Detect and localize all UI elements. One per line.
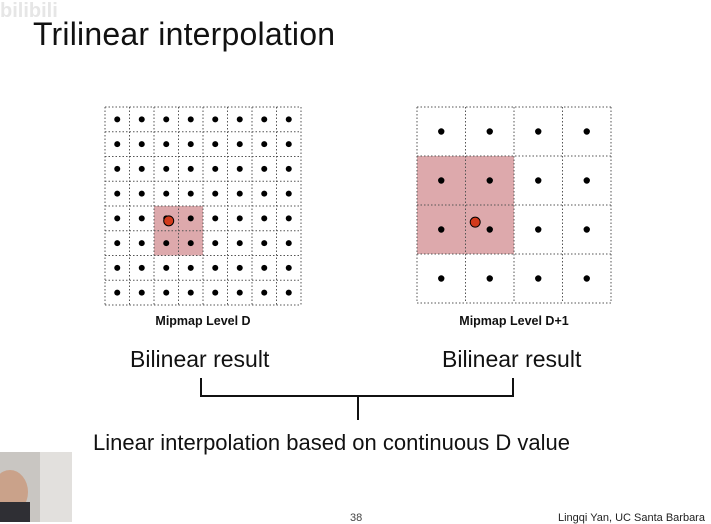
texel-center-dot: [187, 141, 194, 148]
texel-center-dot: [438, 128, 445, 135]
texel-center-dot: [285, 165, 292, 172]
texel-center-dot: [236, 289, 243, 296]
texel-center-dot: [187, 215, 194, 222]
texel-center-dot: [138, 264, 145, 271]
texel-center-dot: [114, 165, 121, 172]
mipmap-level-d1-grid: [416, 106, 612, 304]
texel-center-dot: [138, 289, 145, 296]
texel-center-dot: [236, 264, 243, 271]
texel-center-dot: [486, 128, 493, 135]
texel-center-dot: [114, 240, 121, 247]
slide-title: Trilinear interpolation: [33, 16, 336, 52]
texel-center-dot: [187, 240, 194, 247]
texel-center-dot: [114, 264, 121, 271]
bilinear-result-left: Bilinear result: [130, 346, 270, 372]
texel-center-dot: [163, 240, 170, 247]
texel-center-dot: [212, 240, 219, 247]
texel-center-dot: [114, 215, 121, 222]
texel-center-dot: [583, 128, 590, 135]
texel-center-dot: [438, 177, 445, 184]
texel-center-dot: [583, 275, 590, 282]
texel-center-dot: [535, 226, 542, 233]
texel-center-dot: [285, 215, 292, 222]
texel-center-dot: [138, 240, 145, 247]
texel-center-dot: [212, 116, 219, 123]
linear-interpolation-text: Linear interpolation based on continuous…: [93, 430, 570, 455]
texel-center-dot: [212, 190, 219, 197]
texel-center-dot: [212, 141, 219, 148]
texel-center-dot: [114, 116, 121, 123]
texel-center-dot: [163, 165, 170, 172]
texel-center-dot: [285, 264, 292, 271]
texel-center-dot: [163, 289, 170, 296]
texel-center-dot: [236, 190, 243, 197]
texel-center-dot: [261, 264, 268, 271]
texel-center-dot: [163, 141, 170, 148]
texel-center-dot: [212, 215, 219, 222]
texel-center-dot: [212, 264, 219, 271]
texel-center-dot: [535, 177, 542, 184]
texel-center-dot: [236, 165, 243, 172]
texel-center-dot: [438, 275, 445, 282]
texel-center-dot: [285, 240, 292, 247]
watermark: bilibili: [0, 0, 58, 22]
texel-center-dot: [138, 215, 145, 222]
webcam-thumbnail: [0, 452, 72, 522]
bilinear-result-right: Bilinear result: [442, 346, 582, 372]
texel-center-dot: [583, 226, 590, 233]
texel-center-dot: [438, 226, 445, 233]
texel-center-dot: [212, 289, 219, 296]
texel-center-dot: [236, 215, 243, 222]
texel-center-dot: [261, 289, 268, 296]
texel-center-dot: [261, 116, 268, 123]
texel-center-dot: [138, 116, 145, 123]
texel-center-dot: [187, 116, 194, 123]
texel-center-dot: [261, 215, 268, 222]
texel-center-dot: [187, 165, 194, 172]
texel-center-dot: [187, 289, 194, 296]
texel-center-dot: [486, 275, 493, 282]
texel-center-dot: [486, 226, 493, 233]
texel-center-dot: [285, 141, 292, 148]
texel-center-dot: [236, 116, 243, 123]
texel-center-dot: [187, 264, 194, 271]
author-credit: Lingqi Yan, UC Santa Barbara: [558, 512, 705, 524]
texel-center-dot: [486, 177, 493, 184]
page-number: 38: [350, 512, 363, 524]
sample-point: [163, 215, 175, 227]
texel-center-dot: [163, 264, 170, 271]
texel-center-dot: [261, 141, 268, 148]
texel-center-dot: [187, 190, 194, 197]
mipmap-level-d-grid: [104, 106, 302, 306]
texel-center-dot: [138, 190, 145, 197]
texel-center-dot: [261, 190, 268, 197]
texel-center-dot: [535, 128, 542, 135]
texel-center-dot: [163, 190, 170, 197]
mipmap-level-d-label: Mipmap Level D: [155, 314, 251, 328]
mipmap-level-d1-label: Mipmap Level D+1: [459, 314, 569, 328]
texel-center-dot: [285, 289, 292, 296]
texel-center-dot: [114, 190, 121, 197]
texel-center-dot: [212, 165, 219, 172]
texel-center-dot: [261, 240, 268, 247]
texel-center-dot: [261, 165, 268, 172]
texel-center-dot: [236, 141, 243, 148]
texel-center-dot: [114, 289, 121, 296]
texel-center-dot: [236, 240, 243, 247]
texel-center-dot: [583, 177, 590, 184]
texel-center-dot: [285, 190, 292, 197]
combine-bracket: [200, 378, 514, 420]
texel-center-dot: [138, 165, 145, 172]
texel-center-dot: [535, 275, 542, 282]
texel-center-dot: [138, 141, 145, 148]
sample-point: [469, 216, 481, 228]
presenter-image: [0, 452, 72, 522]
texel-center-dot: [114, 141, 121, 148]
texel-center-dot: [163, 116, 170, 123]
texel-center-dot: [285, 116, 292, 123]
